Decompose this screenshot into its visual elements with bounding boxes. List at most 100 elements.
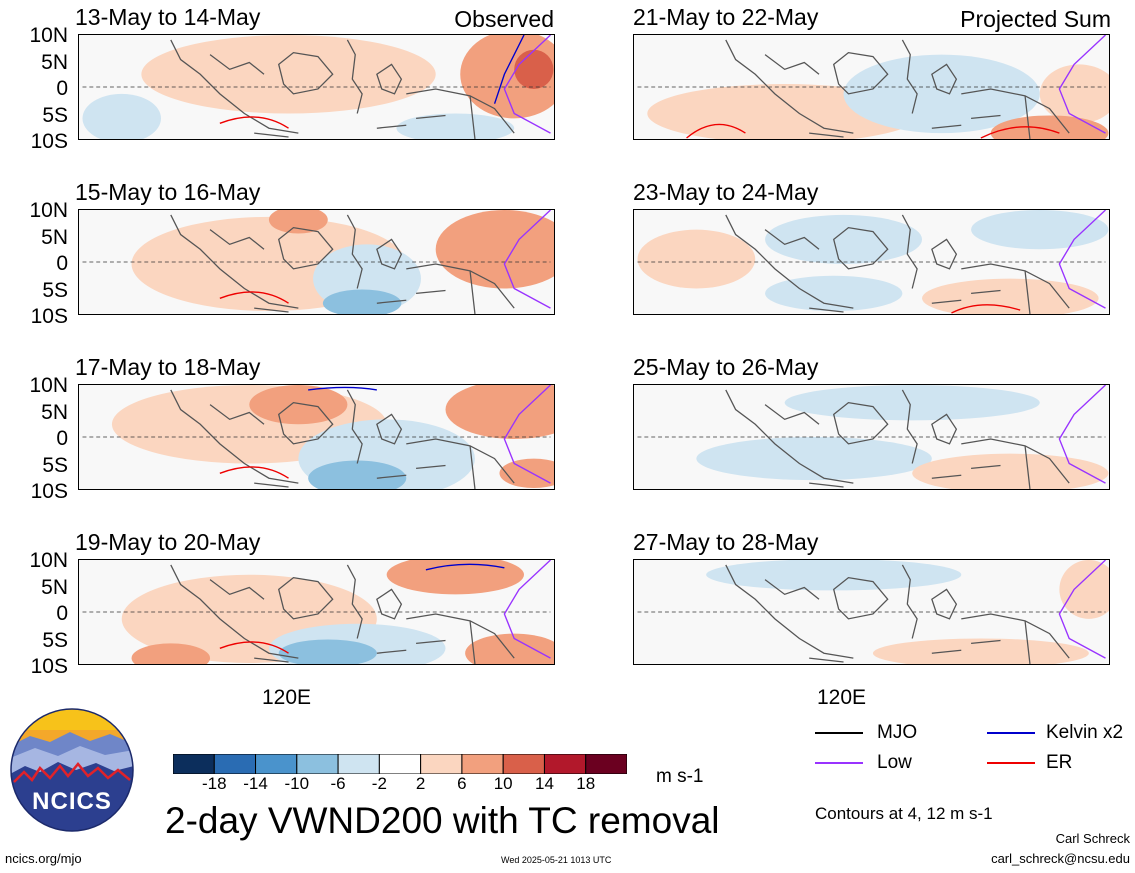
colorbar-swatch: [255, 753, 298, 775]
field-shading: [278, 639, 377, 664]
contour-kelvin: [493, 35, 525, 104]
footer-url: ncics.org/mjo: [5, 851, 82, 866]
contour-er: [686, 123, 1060, 139]
contours-note: Contours at 4, 12 m s-1: [815, 804, 993, 823]
lat-label: 10S: [30, 130, 68, 153]
field-shading: [765, 275, 903, 312]
field-shading: [637, 229, 756, 289]
field-shading: [131, 643, 211, 664]
coastline: [725, 39, 1070, 139]
legend-label-mjo: MJO: [877, 722, 918, 743]
logo-text: NCICS: [32, 788, 112, 815]
contour-er: [219, 116, 289, 129]
contour-low: [503, 560, 551, 659]
contour-low: [503, 35, 551, 134]
footer-email: carl_schreck@ncsu.edu: [991, 851, 1130, 866]
coastline: [170, 389, 515, 489]
panel-title-2: 15-May to 16-May: [75, 179, 261, 205]
colorbar-label: 18: [576, 774, 596, 793]
coastline: [725, 564, 1070, 664]
colorbar-swatch: [543, 753, 587, 775]
map-panel: [78, 34, 555, 140]
contour-er: [951, 304, 1021, 314]
panel-title-7: 25-May to 26-May: [633, 354, 819, 380]
field-shading: [765, 214, 923, 264]
map-svg: [637, 385, 1109, 489]
lat-label: 10S: [30, 305, 68, 328]
units-label: m s-1: [656, 766, 704, 787]
colorbar-label: -18: [201, 774, 227, 793]
field-shading: [784, 385, 1040, 421]
lat-label: 5S: [42, 628, 68, 652]
lat-label: 0: [56, 602, 68, 625]
field-shading: [843, 54, 1040, 134]
map-panel: [78, 384, 555, 490]
colorbar-swatch: [378, 753, 422, 775]
legend: MJO Kelvin x2 Low ER: [815, 722, 1135, 782]
panel-title-8: 27-May to 28-May: [633, 529, 819, 555]
field-shading: [465, 633, 554, 664]
lat-label: 10N: [29, 549, 68, 572]
ncics-logo: NCICS: [10, 708, 134, 832]
field-shading: [922, 278, 1099, 314]
colorbar-label: -2: [371, 774, 387, 793]
coastline: [170, 39, 515, 139]
main-title: 2-day VWND200 with TC removal: [165, 800, 720, 841]
map-panel: [78, 559, 555, 665]
map-panel: [633, 559, 1110, 665]
colorbar: [172, 753, 628, 779]
lat-label: 5N: [41, 225, 68, 249]
contour-kelvin: [425, 563, 505, 571]
contour-low: [503, 210, 551, 309]
lat-label: 0: [56, 252, 68, 275]
colorbar-label: 2: [415, 774, 426, 793]
lat-label: 5N: [41, 575, 68, 599]
contour-er: [219, 641, 289, 654]
colorbar-swatch: [337, 753, 380, 775]
colorbar-label: -6: [330, 774, 346, 793]
panel-tag-projected: Projected Sum: [960, 6, 1111, 32]
lon-label-right: 120E: [817, 686, 867, 709]
field-shading: [706, 560, 962, 591]
legend-line-low: [815, 762, 863, 764]
legend-line-er: [987, 762, 1035, 764]
colorbar-label: -14: [243, 774, 268, 793]
field-shading: [308, 460, 407, 489]
panel-tag-observed: Observed: [454, 6, 554, 32]
field-shading: [990, 115, 1109, 139]
field-shading: [696, 437, 932, 481]
lat-label: 10N: [29, 24, 68, 47]
panel-title-6: 23-May to 24-May: [633, 179, 819, 205]
field-shading: [445, 385, 554, 439]
field-shading: [499, 458, 554, 489]
map-svg: [82, 35, 554, 139]
field-shading: [912, 453, 1109, 489]
map-svg: [82, 385, 554, 489]
lat-label: 10S: [30, 480, 68, 503]
field-shading: [386, 560, 524, 595]
lat-label: 10N: [29, 199, 68, 222]
field-shading: [971, 210, 1109, 250]
field-shading: [141, 35, 436, 114]
colorbar-swatch: [461, 753, 504, 775]
contour-er: [219, 466, 289, 479]
lon-label-left: 120E: [262, 686, 312, 709]
legend-line-mjo: [815, 732, 863, 734]
lat-label: 0: [56, 427, 68, 450]
contour-low: [1058, 560, 1106, 659]
lat-label: 0: [56, 77, 68, 100]
panel-title-4: 19-May to 20-May: [75, 529, 261, 555]
map-svg: [82, 210, 554, 314]
coastline: [170, 564, 515, 664]
map-svg: [637, 35, 1109, 139]
panel-title-1: 13-May to 14-May: [75, 4, 261, 30]
colorbar-swatch: [502, 753, 545, 775]
contour-kelvin: [308, 386, 377, 391]
contour-low: [1058, 385, 1106, 484]
field-shading: [322, 289, 402, 314]
coastline: [725, 389, 1070, 489]
colorbar-label: 14: [534, 774, 554, 793]
lat-label: 10S: [30, 655, 68, 678]
coastline: [725, 214, 1070, 314]
legend-line-kelvin: [987, 732, 1035, 734]
